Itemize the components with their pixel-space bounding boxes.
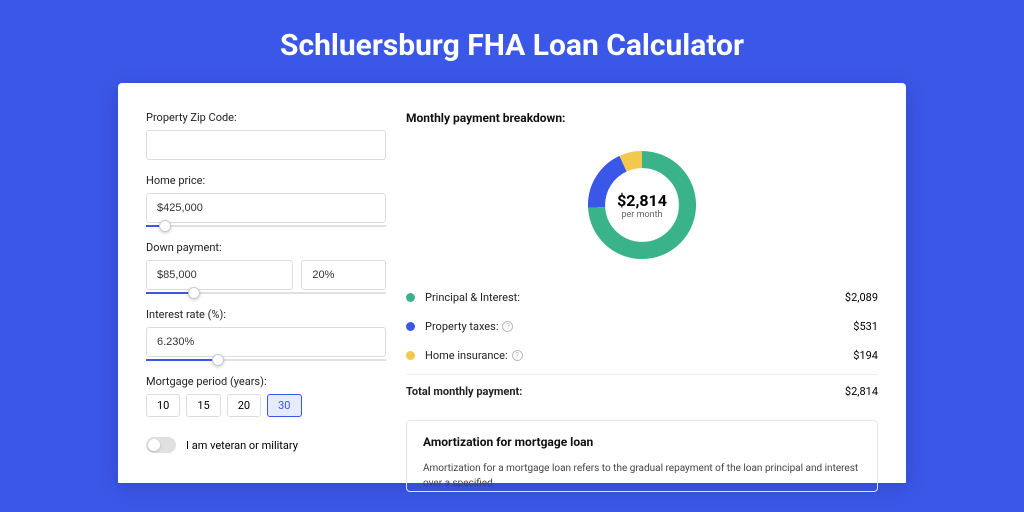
rate-label: Interest rate (%): — [146, 308, 386, 321]
insurance-label: Home insurance:? — [425, 349, 853, 362]
zip-label: Property Zip Code: — [146, 111, 386, 124]
donut-amount: $2,814 — [617, 191, 667, 210]
taxes-help-icon[interactable]: ? — [502, 321, 513, 332]
zip-input[interactable] — [146, 130, 386, 160]
period-label: Mortgage period (years): — [146, 375, 386, 388]
breakdown-row-principal: Principal & Interest:$2,089 — [406, 283, 878, 312]
breakdown-row-insurance: Home insurance:?$194 — [406, 341, 878, 370]
principal-label: Principal & Interest: — [425, 291, 845, 304]
down-amount-input[interactable] — [146, 260, 293, 290]
page-title: Schluersburg FHA Loan Calculator — [0, 0, 1024, 83]
amort-title: Amortization for mortgage loan — [423, 435, 861, 449]
rate-input[interactable] — [146, 327, 386, 357]
taxes-value: $531 — [853, 320, 878, 333]
breakdown-title: Monthly payment breakdown: — [406, 111, 878, 125]
home-price-slider[interactable] — [146, 225, 386, 227]
period-field: Mortgage period (years): 10 15 20 30 — [146, 375, 386, 417]
period-option-10[interactable]: 10 — [146, 394, 180, 417]
insurance-help-icon[interactable]: ? — [512, 350, 523, 361]
insurance-value: $194 — [853, 349, 878, 362]
principal-value: $2,089 — [845, 291, 878, 304]
home-price-field: Home price: — [146, 174, 386, 227]
down-payment-label: Down payment: — [146, 241, 386, 254]
veteran-row: I am veteran or military — [146, 437, 386, 453]
donut-chart: $2,814 per month — [582, 145, 702, 265]
donut-center: $2,814 per month — [582, 145, 702, 265]
total-value: $2,814 — [845, 385, 878, 398]
down-percent-input[interactable] — [301, 260, 386, 290]
insurance-dot-icon — [406, 351, 415, 360]
breakdown-row-taxes: Property taxes:?$531 — [406, 312, 878, 341]
period-options: 10 15 20 30 — [146, 394, 386, 417]
calculator-card: Property Zip Code: Home price: Down paym… — [118, 83, 906, 483]
rate-slider[interactable] — [146, 359, 386, 361]
taxes-label: Property taxes:? — [425, 320, 853, 333]
period-option-30[interactable]: 30 — [267, 394, 301, 417]
home-price-label: Home price: — [146, 174, 386, 187]
period-option-15[interactable]: 15 — [186, 394, 220, 417]
down-payment-slider[interactable] — [146, 292, 386, 294]
donut-sub: per month — [621, 210, 662, 220]
veteran-toggle[interactable] — [146, 437, 176, 453]
donut-wrap: $2,814 per month — [406, 137, 878, 283]
taxes-dot-icon — [406, 322, 415, 331]
total-row: Total monthly payment: $2,814 — [406, 374, 878, 406]
amortization-card: Amortization for mortgage loan Amortizat… — [406, 420, 878, 492]
home-price-input[interactable] — [146, 193, 386, 223]
breakdown-rows: Principal & Interest:$2,089Property taxe… — [406, 283, 878, 370]
breakdown-panel: Monthly payment breakdown: $2,814 per mo… — [406, 111, 878, 483]
rate-field: Interest rate (%): — [146, 308, 386, 361]
period-option-20[interactable]: 20 — [227, 394, 261, 417]
total-label: Total monthly payment: — [406, 385, 845, 398]
zip-field: Property Zip Code: — [146, 111, 386, 160]
amort-text: Amortization for a mortgage loan refers … — [423, 461, 861, 491]
veteran-label: I am veteran or military — [186, 439, 298, 452]
down-payment-field: Down payment: — [146, 241, 386, 294]
form-panel: Property Zip Code: Home price: Down paym… — [146, 111, 386, 483]
principal-dot-icon — [406, 293, 415, 302]
